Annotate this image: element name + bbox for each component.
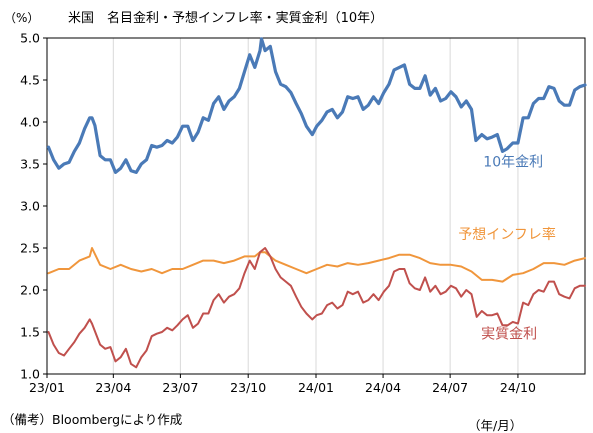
x-axis: 23/01 23/04 23/07 23/10 24/01 24/04 24/07 24/10 — [29, 374, 536, 395]
y-tick-label: 3.5 — [20, 157, 40, 172]
x-tick-label: 24/10 — [500, 380, 536, 395]
y-tick-label: 4.5 — [20, 73, 40, 88]
chart-title: 米国 名目金利・予想インフレ率・実質金利（10年） — [68, 10, 383, 26]
series-line-2 — [47, 247, 586, 283]
x-tick-label: 23/04 — [95, 380, 131, 395]
y-tick-label: 3.0 — [20, 199, 40, 214]
y-axis: 1.0 1.5 2.0 2.5 3.0 3.5 4.0 4.5 5.0 — [20, 31, 47, 382]
y-unit-label: （%） — [4, 11, 39, 25]
y-tick-label: 1.5 — [20, 325, 40, 340]
series-label-2: 予想インフレ率 — [458, 226, 556, 243]
x-tick-label: 24/04 — [365, 380, 401, 395]
y-tick-label: 1.0 — [20, 367, 40, 382]
y-tick-label: 4.0 — [20, 115, 40, 130]
series-layer — [46, 37, 587, 369]
series-line-1 — [46, 37, 587, 174]
y-tick-label: 5.0 — [20, 31, 40, 46]
x-tick-label: 24/01 — [298, 380, 334, 395]
series-label-3: 実質金利 — [481, 327, 537, 343]
x-tick-label: 23/10 — [230, 380, 266, 395]
x-tick-label: 23/07 — [162, 380, 198, 395]
x-tick-label: 23/01 — [29, 380, 65, 395]
y-tick-label: 2.5 — [20, 241, 40, 256]
x-tick-label: 24/07 — [432, 380, 468, 395]
series-line-3 — [47, 247, 586, 369]
source-note: （備考）Bloombergにより作成 — [2, 412, 182, 427]
y-tick-label: 2.0 — [20, 283, 40, 298]
x-unit-label: （年/月） — [468, 418, 522, 433]
grid — [112, 38, 519, 374]
series-label-1: 10年金利 — [483, 155, 543, 171]
